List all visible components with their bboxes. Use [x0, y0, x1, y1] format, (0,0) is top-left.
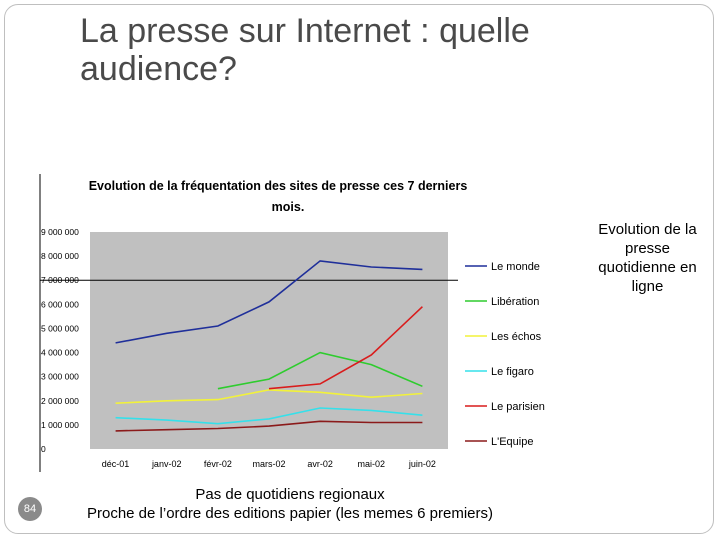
- footer-line-2: Proche de l’ordre des editions papier (l…: [86, 505, 493, 522]
- series-line-lib-ration: [217, 351, 423, 390]
- legend-box: [458, 247, 555, 452]
- y-tick-label: 0: [41, 444, 46, 454]
- x-tick-label: mars-02: [252, 459, 285, 469]
- legend-label: Libération: [491, 296, 539, 308]
- series-line-le-monde: [115, 260, 423, 344]
- legend-label: Le parisien: [491, 401, 545, 413]
- legend-label: L'Equipe: [491, 436, 533, 448]
- footer: Pas de quotidiens regionaux Proche de l’…: [60, 485, 520, 523]
- slide-title: La presse sur Internet : quelle audience…: [80, 12, 530, 88]
- slide-frame: [4, 4, 714, 534]
- x-tick-label: avr-02: [307, 459, 333, 469]
- y-tick-label: 6 000 000: [41, 299, 79, 309]
- series-line-le-figaro: [115, 407, 423, 425]
- line-chart: Evolution de la fréquentation des sites …: [39, 174, 555, 472]
- series-line-les-chos: [115, 389, 423, 404]
- chart-title-line-2: mois.: [272, 200, 305, 214]
- y-tick-label: 5 000 000: [41, 323, 79, 333]
- y-tick-label: 4 000 000: [41, 348, 79, 358]
- legend-label: Le figaro: [491, 366, 534, 378]
- y-tick-label: 1 000 000: [41, 420, 79, 430]
- x-tick-label: janv-02: [151, 459, 182, 469]
- page-number-badge: 84: [18, 497, 42, 521]
- x-tick-label: juin-02: [408, 459, 436, 469]
- chart-title: Evolution de la fréquentation des sites …: [89, 179, 468, 193]
- side-note: Evolution de la presse quotidienne en li…: [598, 221, 697, 295]
- series-line-le-parisien: [268, 306, 423, 390]
- legend-label: Le monde: [491, 261, 540, 273]
- y-tick-label: 9 000 000: [41, 227, 79, 237]
- legend-label: Les échos: [491, 331, 542, 343]
- y-tick-label: 2 000 000: [41, 396, 79, 406]
- y-tick-label: 3 000 000: [41, 372, 79, 382]
- chart-container: Evolution de la fréquentation des sites …: [38, 172, 558, 477]
- y-tick-label: 8 000 000: [41, 251, 79, 261]
- series-line-l-equipe: [115, 420, 423, 432]
- x-tick-label: déc-01: [102, 459, 130, 469]
- x-tick-label: mai-02: [358, 459, 386, 469]
- footer-line-1: Pas de quotidiens regionaux: [195, 486, 385, 503]
- x-tick-label: févr-02: [204, 459, 232, 469]
- plot-area: [90, 232, 448, 449]
